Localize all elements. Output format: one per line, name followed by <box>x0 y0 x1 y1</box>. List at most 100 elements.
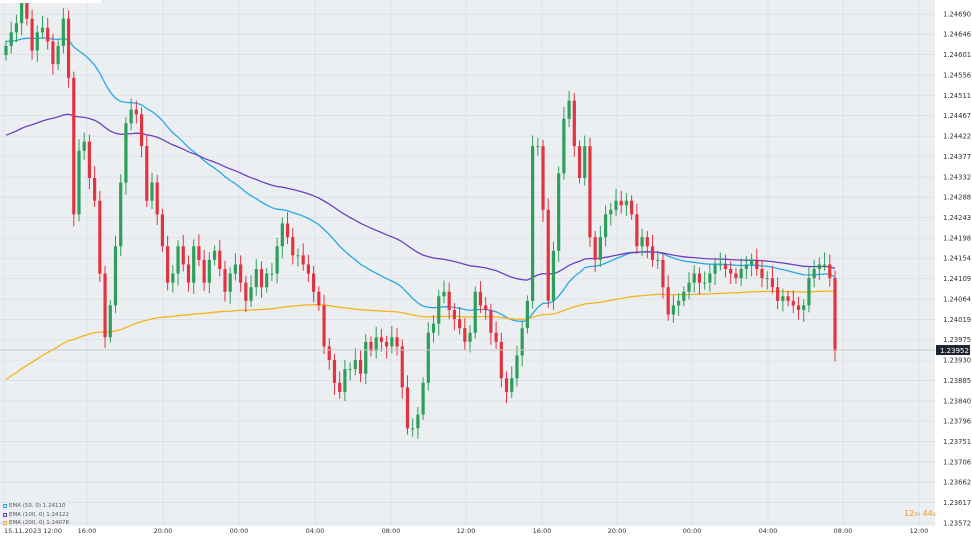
candle-body <box>181 246 185 265</box>
candle-body <box>72 77 76 215</box>
candle-body <box>416 414 420 429</box>
candle-body <box>614 200 618 210</box>
candle-body <box>463 328 467 342</box>
candle-body <box>703 282 707 284</box>
y-tick-label: 1.23662 <box>943 479 971 487</box>
candle-body <box>609 209 613 215</box>
candle-body <box>504 378 509 392</box>
candle-body <box>212 250 217 260</box>
y-tick-label: 1.24467 <box>943 112 971 120</box>
timer-s: s <box>932 511 936 518</box>
candle-body <box>322 305 326 347</box>
candle-body <box>833 278 837 351</box>
candle-body <box>348 369 352 371</box>
time-axis[interactable]: 15.11.2023 12:00 16:00 20:00 00:00 04:00 08:0… <box>4 527 928 535</box>
timer-seconds: 44 <box>922 509 933 518</box>
candle-body <box>744 264 748 270</box>
y-tick-label: 1.24109 <box>943 275 971 283</box>
candle-body <box>718 264 722 266</box>
current-price-label: 1.23952 <box>940 347 969 355</box>
x-tick-label: 08:00 <box>382 527 401 535</box>
candle-body <box>760 269 764 279</box>
candle-body <box>489 309 493 333</box>
legend-ema50[interactable]: EMA (50, 0) 1.24110 <box>3 502 69 511</box>
y-tick-label: 1.24556 <box>943 72 971 80</box>
candle-body <box>520 328 524 356</box>
candle-body <box>494 332 498 342</box>
candle-body <box>786 296 790 301</box>
candle-body <box>588 146 592 238</box>
y-tick-label: 1.23840 <box>943 398 971 406</box>
candle-body <box>124 123 128 183</box>
candle-body <box>671 305 675 315</box>
candle-body <box>624 200 629 206</box>
candle-body <box>739 269 743 279</box>
candle-body <box>56 45 60 65</box>
candle-body <box>749 259 754 265</box>
candle-body <box>650 246 655 260</box>
candle-body <box>708 273 712 283</box>
candle-body <box>796 305 801 310</box>
candle-body <box>729 269 733 274</box>
candle-body <box>93 177 97 201</box>
candle-body <box>400 346 404 388</box>
candle-body <box>390 337 394 347</box>
candle-body <box>369 341 373 351</box>
candle-body <box>385 341 389 347</box>
candle-body <box>661 259 665 288</box>
candle-body <box>327 346 331 361</box>
candles <box>4 0 837 439</box>
candle-body <box>155 182 159 215</box>
legend-label: EMA (50, 0) 1.24110 <box>9 503 66 509</box>
candle-body <box>228 273 232 292</box>
candle-body <box>530 146 535 301</box>
candle-body <box>66 18 71 78</box>
candle-body <box>233 264 238 274</box>
timer-minutes: 12 <box>904 509 915 518</box>
candle-body <box>692 273 696 283</box>
candle-body <box>291 237 295 256</box>
candle-body <box>280 223 284 247</box>
candle-body <box>645 237 649 247</box>
candle-body <box>395 337 399 347</box>
x-tick-label: 16:00 <box>533 527 552 535</box>
candle-body <box>567 100 571 119</box>
y-tick-label: 1.24377 <box>943 153 971 161</box>
x-tick-label: 16:00 <box>78 527 97 535</box>
candle-body <box>812 269 816 279</box>
candle-body <box>77 150 81 215</box>
candle-body <box>697 273 702 283</box>
candle-body <box>265 273 269 288</box>
candle-body <box>802 305 806 310</box>
candle-body <box>452 309 456 320</box>
candle-body <box>145 146 149 201</box>
price-axis[interactable]: 1.24690 1.24646 1.24601 1.24556 1.24511 1.244… <box>943 11 971 528</box>
x-tick-label: 12:00 <box>910 527 929 535</box>
candle-body <box>525 300 529 329</box>
candle-body <box>442 291 446 297</box>
candle-body <box>338 382 342 392</box>
y-tick-label: 1.24601 <box>943 51 971 59</box>
candle-body <box>426 332 430 383</box>
candle-body <box>108 305 112 338</box>
candle-body <box>577 146 582 178</box>
candle-body <box>510 378 514 392</box>
candle-body <box>468 332 472 342</box>
candle-body <box>603 214 608 238</box>
candle-body <box>687 282 691 292</box>
candle-body <box>572 100 576 147</box>
candle-body <box>598 237 602 260</box>
legend-ema200[interactable]: EMA (200, 0) 1.24078 <box>3 519 69 528</box>
x-tick-label: 15.11.2023 12:00 <box>4 527 62 535</box>
candle-body <box>541 146 545 210</box>
current-price-tag <box>936 345 970 356</box>
candle-body <box>46 27 50 42</box>
candle-body <box>171 273 175 283</box>
candle-body <box>301 255 305 265</box>
plot-background <box>0 0 935 526</box>
legend-ema100[interactable]: EMA (100, 0) 1.24122 <box>3 511 69 520</box>
candle-body <box>166 246 170 283</box>
candle-body <box>150 182 154 201</box>
